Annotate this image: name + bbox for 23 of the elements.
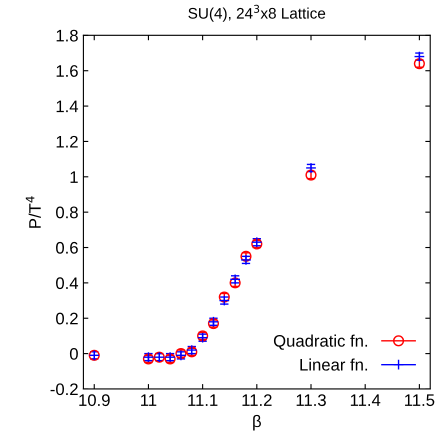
y-tick-label: 0.6 xyxy=(56,242,78,254)
y-tick-label: 1 xyxy=(70,171,78,183)
y-tick-label: 1.4 xyxy=(56,100,78,112)
x-tick-label: 11.4 xyxy=(350,394,380,406)
x-tick-label: 11 xyxy=(141,394,156,406)
legend-label: Linear fn. xyxy=(300,358,368,371)
x-tick-label: 11.2 xyxy=(242,394,272,406)
x-tick-label: 10.9 xyxy=(79,394,110,406)
x-tick-label: 11.1 xyxy=(188,394,218,406)
y-tick-label: 0.4 xyxy=(56,277,78,290)
y-tick-label: 1.2 xyxy=(56,136,78,148)
y-tick-label: 1.8 xyxy=(56,30,78,42)
y-tick-label: 0.2 xyxy=(56,312,78,324)
legend-label: Quadratic fn. xyxy=(274,334,368,350)
y-tick-label: 0 xyxy=(70,348,78,360)
y-tick-label: 0.8 xyxy=(56,206,78,218)
x-tick-label: 11.5 xyxy=(405,394,434,406)
y-tick-label: -0.2 xyxy=(50,383,78,396)
chart-title: SU(4), 24$^{3}$x8 Lattice xyxy=(188,4,326,22)
x-tick-label: 11.3 xyxy=(296,394,326,406)
y-axis-title: P/T$^{4}$ xyxy=(26,196,41,228)
y-tick-label: 1.6 xyxy=(56,65,78,77)
x-axis-title: β xyxy=(253,414,261,430)
